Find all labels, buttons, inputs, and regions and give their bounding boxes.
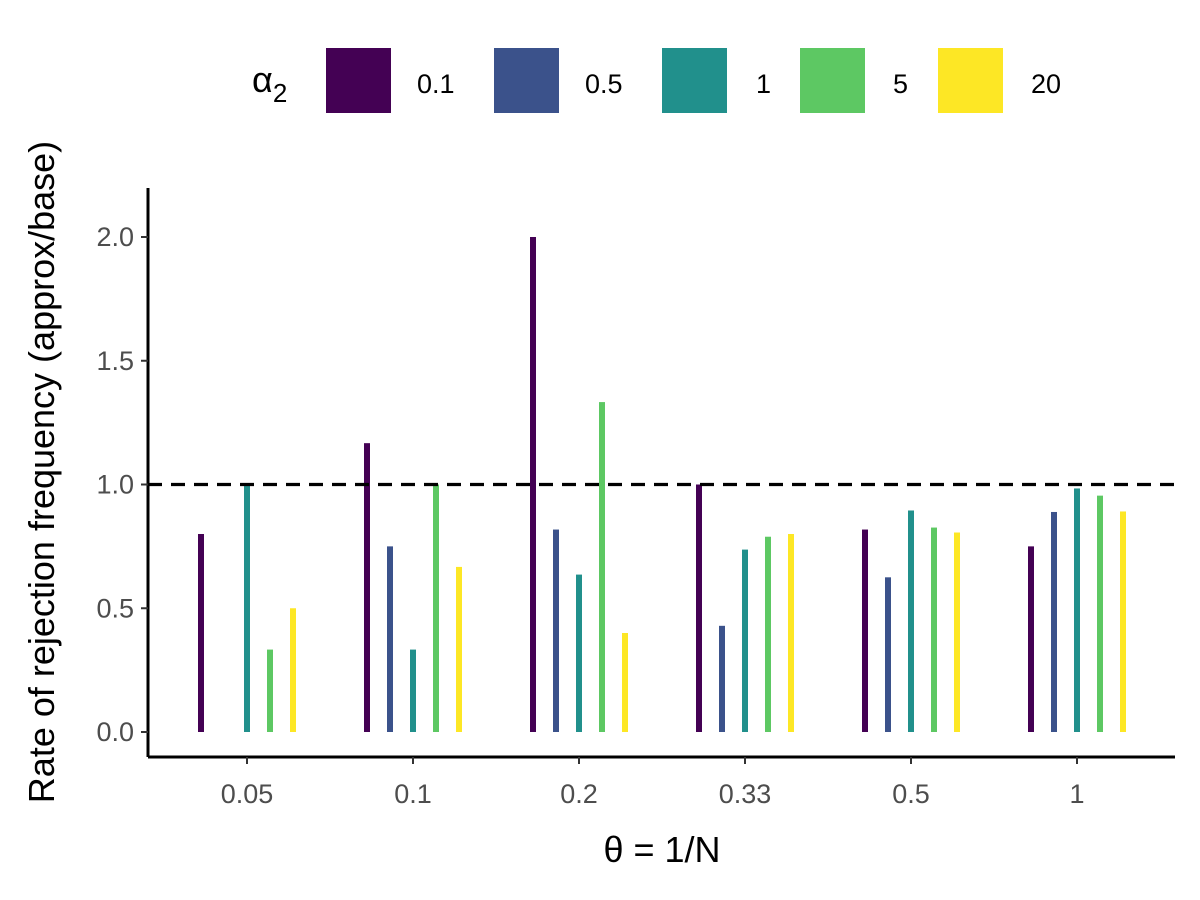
y-axis-title: Rate of rejection frequency (approx/base… [21,141,62,803]
legend-label-20: 20 [1031,69,1061,99]
bar-1-alpha-0.1 [1028,546,1034,732]
bar-0.33-alpha-5 [765,536,771,732]
bar-1-alpha-5 [1097,495,1103,732]
bar-0.5-alpha-0.5 [885,577,891,732]
bar-1-alpha-0.5 [1051,511,1057,732]
bar-0.5-alpha-0.1 [862,529,868,732]
bar-0.5-alpha-20 [954,532,960,732]
bar-0.2-alpha-20 [622,633,628,732]
legend-label-5: 5 [893,69,908,99]
bar-0.1-alpha-20 [456,566,462,732]
bar-0.1-alpha-1 [410,649,416,732]
bar-0.5-alpha-5 [931,527,937,732]
bar-0.1-alpha-0.5 [387,546,393,732]
legend-label-1: 1 [756,69,771,99]
x-tick-label: 0.5 [892,779,930,809]
legend-key-0.1 [326,48,391,113]
bar-0.33-alpha-1 [742,549,748,732]
bar-0.05-alpha-20 [290,608,296,732]
legend-key-1 [662,48,727,113]
bar-0.05-alpha-5 [267,649,273,732]
x-axis-title: θ = 1/N [603,829,720,870]
plot-area: 0.0 0.5 1.0 1.5 2.0 0.05 0.1 0.2 0.33 0.5 1 [96,188,1175,809]
bar-0.1-alpha-5 [433,484,439,732]
bar-0.2-alpha-0.5 [553,529,559,732]
x-tick-label: 0.33 [719,779,772,809]
bar-0.05-alpha-1 [244,484,250,732]
bar-0.33-alpha-20 [788,534,794,732]
bar-0.2-alpha-1 [576,574,582,732]
legend-label-0.5: 0.5 [585,69,623,99]
x-tick-label: 0.1 [394,779,432,809]
y-tick-label: 2.0 [96,222,134,252]
legend-key-20 [938,48,1003,113]
x-tick-label: 0.2 [560,779,598,809]
legend-key-0.5 [494,48,559,113]
x-tick-label: 0.05 [221,779,274,809]
bar-1-alpha-1 [1074,488,1080,732]
legend-title-symbol: α [252,59,273,100]
y-tick-label: 1.5 [96,346,134,376]
bar-0.05-alpha-0.1 [198,534,204,732]
bar-0.5-alpha-1 [908,510,914,732]
y-tick-label: 0.5 [96,593,134,623]
legend-label-0.1: 0.1 [417,69,455,99]
bar-0.2-alpha-5 [599,402,605,732]
y-tick-label: 0.0 [96,717,134,747]
bar-1-alpha-20 [1120,511,1126,732]
bar-0.33-alpha-0.1 [696,484,702,732]
legend-title: α2 [252,59,287,108]
x-tick-label: 1 [1069,779,1084,809]
bar-0.2-alpha-0.1 [530,237,536,732]
bar-0.1-alpha-0.1 [364,443,370,732]
legend-title-subscript: 2 [273,78,287,108]
bar-0.33-alpha-0.5 [719,625,725,732]
legend: α2 0.1 0.5 1 5 20 [252,48,1061,113]
legend-key-5 [800,48,865,113]
y-tick-label: 1.0 [96,470,134,500]
